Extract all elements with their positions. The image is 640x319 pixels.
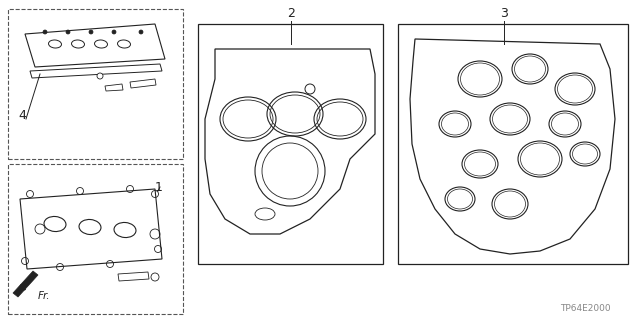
Circle shape (139, 30, 143, 34)
Text: Fr.: Fr. (38, 291, 51, 301)
Circle shape (66, 30, 70, 34)
Circle shape (112, 30, 116, 34)
Text: TP64E2000: TP64E2000 (560, 304, 611, 313)
Text: 4: 4 (18, 109, 26, 122)
Circle shape (97, 73, 103, 79)
Text: 3: 3 (500, 7, 508, 20)
Circle shape (43, 30, 47, 34)
Bar (8, 164, 183, 314)
Text: 1: 1 (155, 181, 163, 194)
Circle shape (89, 30, 93, 34)
Bar (8, 9, 183, 159)
Bar (198, 24, 383, 264)
Bar (398, 24, 628, 264)
Text: 2: 2 (287, 7, 295, 20)
Polygon shape (13, 271, 38, 297)
